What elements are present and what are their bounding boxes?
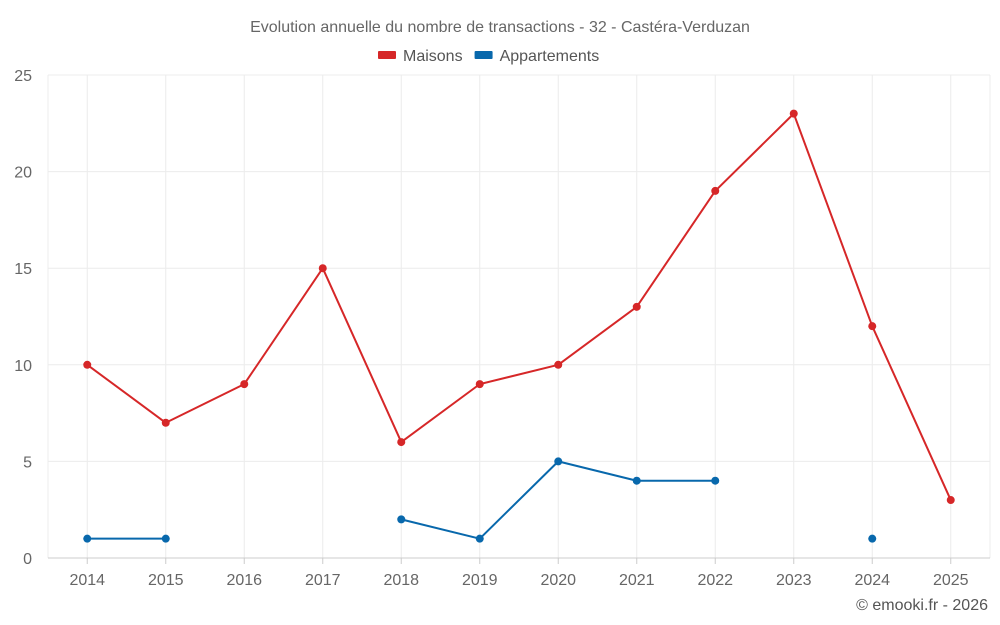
legend-swatch-maisons xyxy=(378,51,396,59)
data-point xyxy=(632,476,641,485)
data-point xyxy=(83,360,92,369)
chart-title: Evolution annuelle du nombre de transact… xyxy=(250,19,750,36)
x-tick-label: 2022 xyxy=(697,572,733,589)
x-tick-label: 2014 xyxy=(69,572,105,589)
data-point xyxy=(161,534,170,543)
data-point xyxy=(318,264,327,273)
data-point xyxy=(554,360,563,369)
x-tick-label: 2016 xyxy=(226,572,262,589)
x-axis: 2014 2015 2016 2017 2018 2019 2020 2021 2022 2023… xyxy=(69,558,969,589)
data-point xyxy=(711,476,720,485)
gridlines xyxy=(47,74,991,559)
series-line xyxy=(86,112,952,501)
data-point xyxy=(789,109,798,118)
data-point xyxy=(161,418,170,427)
y-tick-label: 15 xyxy=(14,261,32,278)
data-point xyxy=(868,534,877,543)
legend-label-appartements: Appartements xyxy=(500,48,600,65)
x-tick-label: 2017 xyxy=(305,572,341,589)
data-point xyxy=(475,380,484,389)
x-tick-label: 2023 xyxy=(776,572,812,589)
x-tick-label: 2018 xyxy=(383,572,419,589)
legend-swatch-appartements xyxy=(474,51,493,59)
y-tick-label: 10 xyxy=(14,358,32,375)
data-point xyxy=(83,534,92,543)
y-tick-label: 0 xyxy=(23,551,32,568)
data-point xyxy=(632,302,641,311)
series-group xyxy=(83,109,955,543)
x-tick-label: 2015 xyxy=(148,572,184,589)
data-point xyxy=(946,496,955,505)
data-point xyxy=(240,380,249,389)
data-point xyxy=(868,322,877,331)
y-tick-label: 5 xyxy=(23,454,32,471)
x-tick-label: 2021 xyxy=(619,572,655,589)
x-tick-label: 2020 xyxy=(540,572,576,589)
data-point xyxy=(397,515,406,524)
y-tick-label: 25 xyxy=(14,68,32,85)
series-appartements xyxy=(83,457,877,543)
data-point xyxy=(711,186,720,195)
data-point xyxy=(397,438,406,447)
series-maisons xyxy=(83,109,955,505)
y-axis: 0 5 10 15 20 25 xyxy=(14,68,32,568)
y-tick-label: 20 xyxy=(14,165,32,182)
chart-credit: © emooki.fr - 2026 xyxy=(856,597,988,614)
x-tick-label: 2025 xyxy=(933,572,969,589)
data-point xyxy=(554,457,563,466)
legend: Maisons Appartements xyxy=(378,48,599,65)
x-tick-label: 2019 xyxy=(462,572,498,589)
data-point xyxy=(475,534,484,543)
x-tick-label: 2024 xyxy=(854,572,890,589)
legend-label-maisons: Maisons xyxy=(403,48,463,65)
